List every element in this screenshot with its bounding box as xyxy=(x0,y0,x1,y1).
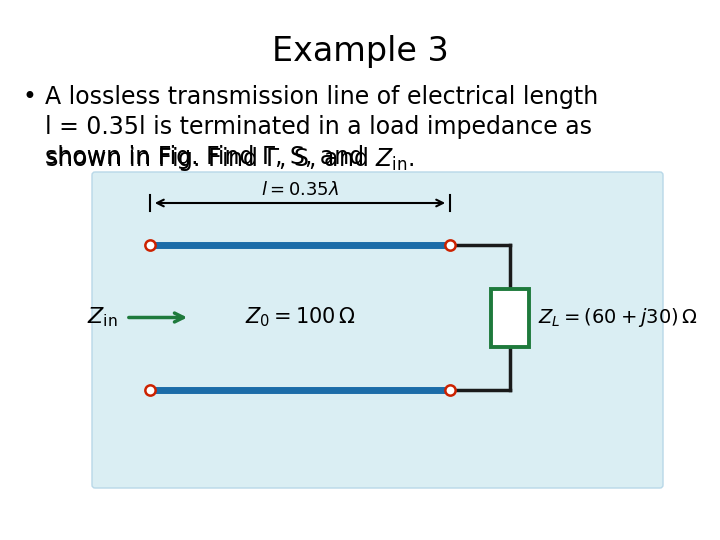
Point xyxy=(144,241,156,249)
Text: l = 0.35l is terminated in a load impedance as: l = 0.35l is terminated in a load impeda… xyxy=(45,115,592,139)
Text: A lossless transmission line of electrical length: A lossless transmission line of electric… xyxy=(45,85,598,109)
Text: •: • xyxy=(22,85,36,109)
Text: $Z_L = (60 + j30)\,\Omega$: $Z_L = (60 + j30)\,\Omega$ xyxy=(538,306,698,329)
Text: Example 3: Example 3 xyxy=(271,35,449,68)
Bar xyxy=(491,288,529,347)
Point xyxy=(444,386,456,394)
Text: shown in Fig. Find Γ, S, and: shown in Fig. Find Γ, S, and xyxy=(45,145,372,169)
Text: $Z_0 = 100\,\Omega$: $Z_0 = 100\,\Omega$ xyxy=(245,306,355,329)
Point xyxy=(444,241,456,249)
Text: $l = 0.35\lambda$: $l = 0.35\lambda$ xyxy=(261,181,339,199)
Point xyxy=(144,386,156,394)
FancyBboxPatch shape xyxy=(92,172,663,488)
Text: $Z_{\mathrm{in}}$: $Z_{\mathrm{in}}$ xyxy=(87,306,118,329)
Text: shown in Fig. Find Γ, S, and $Z_{\mathrm{in}}$.: shown in Fig. Find Γ, S, and $Z_{\mathrm… xyxy=(45,145,415,173)
